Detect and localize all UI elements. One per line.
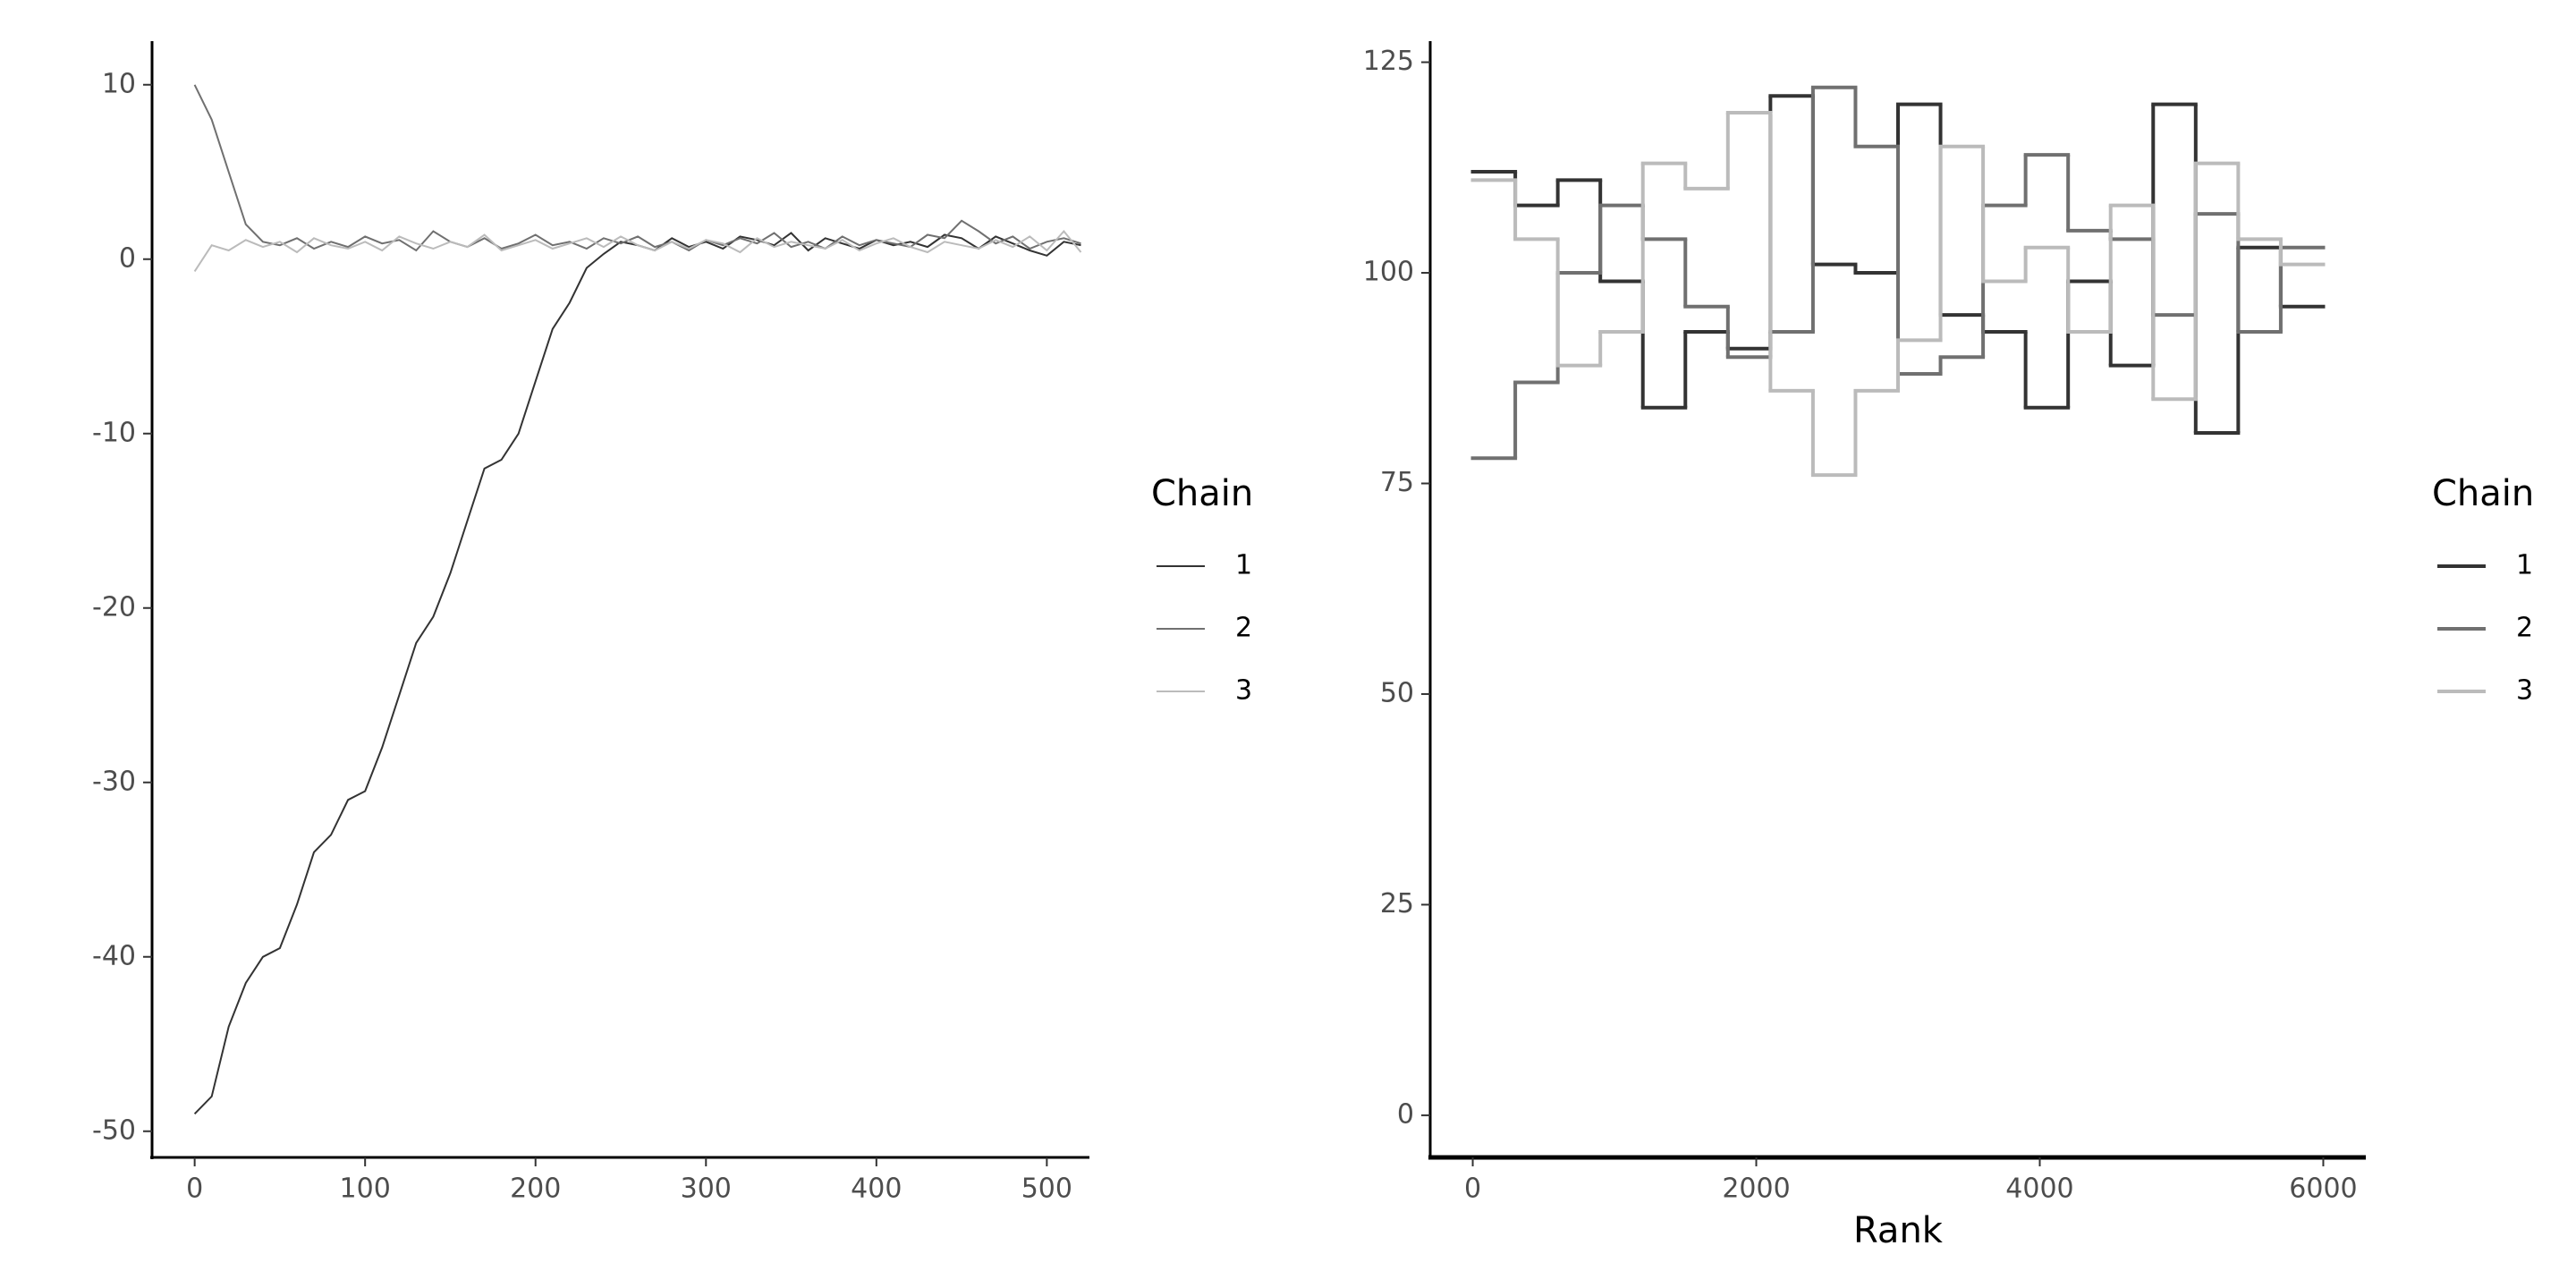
- x-tick-label: 0: [1464, 1174, 1481, 1205]
- legend-label: 3: [2516, 675, 2533, 707]
- y-tick-label: 0: [1397, 1098, 1414, 1130]
- trace-line: [193, 84, 1081, 252]
- y-tick-label: 125: [1363, 46, 1414, 77]
- legend-title: Chain: [2432, 473, 2534, 514]
- legend-label: 1: [1235, 550, 1252, 581]
- x-tick-label: 500: [1021, 1174, 1072, 1205]
- x-tick-label: 300: [681, 1174, 732, 1205]
- y-tick-label: -20: [92, 591, 136, 623]
- legend-title: Chain: [1151, 473, 1253, 514]
- y-tick-label: 0: [119, 242, 136, 274]
- y-tick-label: -50: [92, 1114, 136, 1146]
- y-tick-label: 50: [1380, 677, 1414, 708]
- trace-line: [193, 229, 1082, 272]
- x-axis-label: Rank: [1853, 1210, 1944, 1251]
- x-tick-label: 2000: [1722, 1174, 1790, 1205]
- legend-label: 1: [2516, 550, 2533, 581]
- y-tick-label: 25: [1380, 888, 1414, 919]
- y-tick-label: 10: [102, 68, 136, 99]
- y-tick-label: -40: [92, 940, 136, 971]
- x-tick-label: 100: [340, 1174, 391, 1205]
- y-tick-label: -10: [92, 417, 136, 448]
- x-tick-label: 6000: [2289, 1174, 2357, 1205]
- y-tick-label: 75: [1380, 467, 1414, 498]
- x-tick-label: 400: [851, 1174, 902, 1205]
- trace-line: [193, 232, 1081, 1114]
- x-tick-label: 0: [186, 1174, 203, 1205]
- legend-label: 3: [1235, 675, 1252, 707]
- x-tick-label: 200: [510, 1174, 561, 1205]
- y-tick-label: -30: [92, 766, 136, 797]
- legend-label: 2: [2516, 613, 2533, 644]
- legend-label: 2: [1235, 613, 1252, 644]
- y-tick-label: 100: [1363, 257, 1414, 288]
- x-tick-label: 4000: [2005, 1174, 2073, 1205]
